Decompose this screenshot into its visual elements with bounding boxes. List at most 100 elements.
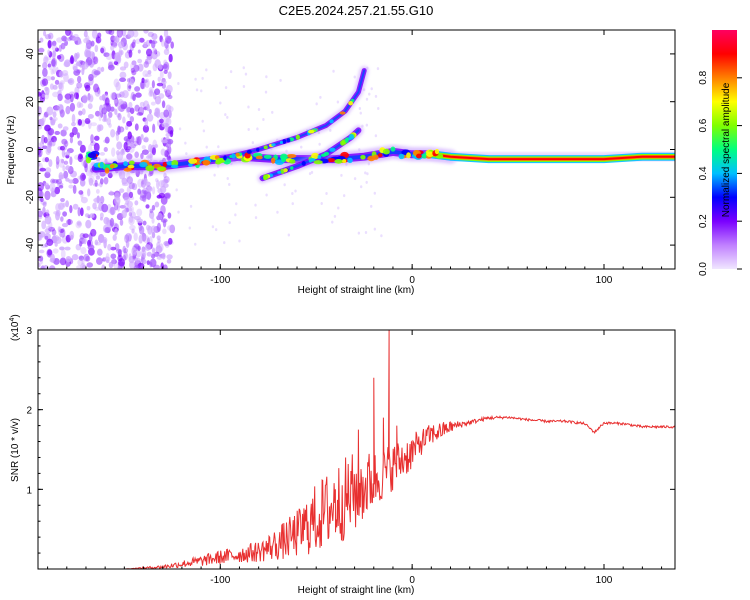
heatmap-noise-cell [146,251,152,257]
heatmap-noise-cell [51,58,56,67]
heatmap-noise-cell [126,82,132,92]
heatmap-noise-cell [111,258,117,265]
heatmap-noise-cell [157,76,161,82]
heatmap-trace-layer [85,66,675,184]
heatmap-noise-cell [40,266,45,269]
heatmap-noise-cell [101,107,108,115]
heatmap-noise-cell [45,167,52,174]
heatmap-noise-cell [92,202,97,210]
heatmap-noise-cell [125,172,131,180]
snr-y-ticks: 1 2 3 [26,326,675,570]
heatmap-noise-cell [56,54,62,60]
heatmap-noise-cell [52,64,57,75]
heatmap-noise-cell [87,188,91,197]
heatmap-noise-cell [145,204,150,209]
heatmap-noise-cell [291,191,294,195]
heatmap-noise-cell [166,37,171,44]
heatmap-noise-cell [340,173,343,177]
heatmap-noise-cell [112,234,117,241]
heatmap-noise-cell [131,182,138,191]
heatmap-noise-cell [60,216,64,222]
heatmap-hotspot [347,157,353,164]
heatmap-noise-cell [67,77,75,86]
snr-x-ticks: -100 0 100 [47,330,663,586]
heatmap-noise-cell [129,141,134,148]
heatmap-noise-cell [163,172,167,179]
heatmap-noise-cell [104,97,110,106]
heatmap-noise-cell [49,116,53,121]
heatmap-noise-cell [156,222,162,233]
heatmap-noise-cell [41,93,45,98]
heatmap-noise-cell [80,262,86,269]
heatmap-noise-cell [162,264,168,269]
svg-text:(x104): (x104) [9,314,21,341]
heatmap-hotspot [235,152,240,157]
heatmap-noise-cell [242,66,245,70]
heatmap-noise-cell [106,104,112,112]
heatmap-noise-cell [97,248,103,256]
heatmap-noise-cell [56,37,63,43]
heatmap-noise-cell [93,70,101,76]
heatmap-noise-cell [163,175,170,184]
heatmap-noise-cell [103,147,108,153]
heatmap-noise-cell [169,224,176,234]
heatmap-noise-cell [116,112,121,118]
heatmap-noise-cell [81,174,87,180]
heatmap-noise-cell [121,30,127,37]
heatmap-noise-cell [55,209,61,217]
heatmap-noise-cell [134,123,139,131]
heatmap-noise-cell [72,37,78,42]
heatmap-noise-cell [170,41,174,49]
heatmap-noise-cell [126,176,134,184]
heatmap-noise-cell [160,218,168,223]
heatmap-noise-cell [44,235,49,240]
heatmap-noise-cell [87,103,93,110]
heatmap-noise-cell [166,254,173,260]
heatmap-noise-cell [95,189,100,194]
heatmap-noise-cell [94,110,101,117]
heatmap-noise-cell [113,36,118,42]
heatmap-noise-cell [44,190,51,201]
heatmap-hotspot [329,119,334,124]
heatmap-noise-cell [38,255,44,262]
heatmap-noise-cell [318,142,321,146]
heatmap-noise-cell [294,189,297,193]
heatmap-hotspot [202,159,210,166]
heatmap-noise-cell [88,144,93,153]
spectrogram-x-ticks: -100 0 100 [47,30,663,286]
heatmap-hotspot [406,152,411,159]
heatmap-noise-cell [84,117,91,124]
heatmap-noise-cell [85,219,92,229]
spectrogram-y-tick-label: -20 [25,190,36,205]
heatmap-noise-cell [291,202,294,206]
heatmap-noise-cell [276,210,279,214]
heatmap-noise-cell [137,106,145,116]
heatmap-noise-cell [78,110,83,116]
heatmap-noise-cell [143,136,149,143]
heatmap-noise-cell [134,200,139,206]
heatmap-noise-cell [150,101,156,106]
heatmap-hotspot [286,153,297,158]
heatmap-noise-cell [137,188,142,195]
heatmap-noise-cell [151,147,156,156]
heatmap-noise-cell [98,112,102,122]
heatmap-noise-cell [60,42,66,50]
heatmap-noise-cell [42,67,48,77]
heatmap-noise-cell [83,253,90,262]
heatmap-noise-cell [125,239,130,249]
heatmap-noise-cell [104,91,108,96]
heatmap-hotspot [271,157,276,164]
heatmap-noise-cell [164,242,170,248]
heatmap-noise-cell [156,241,161,249]
heatmap-noise-cell [80,172,86,182]
heatmap-noise-cell [163,30,169,38]
heatmap-noise-cell [65,256,72,263]
heatmap-hotspot [255,155,263,160]
heatmap-noise-cell [154,88,161,96]
heatmap-noise-cell [120,128,124,133]
heatmap-noise-cell [143,41,148,48]
heatmap-noise-cell [58,82,63,90]
heatmap-noise-cell [95,175,101,180]
heatmap-noise-cell [54,130,61,135]
heatmap-noise-cell [51,187,55,197]
